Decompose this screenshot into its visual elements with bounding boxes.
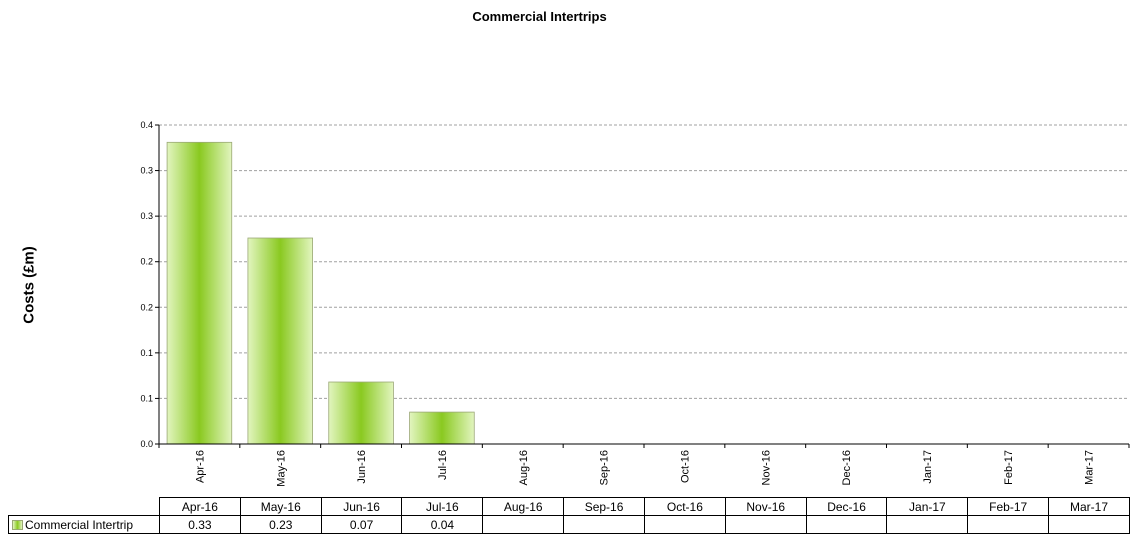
x-tick-label: Feb-17 (1003, 450, 1015, 485)
x-tick-label: Jan-17 (922, 450, 934, 484)
table-cell: 0.04 (401, 515, 484, 534)
x-tick-label: Dec-16 (841, 450, 853, 485)
legend-entry: Commercial Intertrip (25, 517, 134, 532)
x-tick-label: Apr-16 (194, 450, 206, 483)
chart-title: Commercial Intertrips (472, 9, 607, 24)
y-tick-label: 0.2 (140, 257, 153, 267)
table-corner (9, 498, 160, 516)
x-tick-label: May-16 (275, 450, 287, 487)
table-cell (805, 515, 888, 534)
y-tick-label: 0.0 (140, 439, 153, 449)
table-header-cell: Jan-17 (886, 497, 969, 516)
table-cell: 0.23 (239, 515, 322, 534)
data-table: Apr-16 May-16 Jun-16 Jul-16 Aug-16 Sep-16 Oct-… (8, 497, 1130, 534)
table-header-cell: Feb-17 (967, 497, 1050, 516)
table-header-cell: Aug-16 (482, 497, 565, 516)
bar-chart: 0.0 0.1 0.1 0.2 0.2 0.3 0.3 0.4 Apr-16 May-16 Jun-… (140, 120, 1130, 487)
table-cell (563, 515, 645, 534)
table-cell (643, 515, 726, 534)
bar (166, 141, 233, 445)
y-tick-label: 0.1 (140, 348, 153, 358)
bar (247, 237, 313, 445)
bar (409, 411, 475, 445)
x-tick-label: Jun-16 (356, 450, 368, 484)
table-cell (1048, 515, 1130, 534)
x-tick-label: Sep-16 (599, 450, 611, 485)
table-header-cell: Apr-16 (159, 497, 241, 516)
table-series-label: Commercial Intertrip (8, 515, 160, 534)
table-header-cell: Jul-16 (401, 497, 484, 516)
y-tick-label: 0.2 (140, 302, 153, 312)
x-tick-label: Jul-16 (437, 450, 449, 480)
bar (328, 381, 394, 445)
table-cell: 0.33 (159, 515, 241, 534)
table-row: Commercial Intertrip 0.33 0.23 0.07 0.04 (8, 515, 1130, 534)
x-tick-label: Mar-17 (1084, 450, 1096, 485)
y-tick-label: 0.4 (140, 120, 153, 130)
y-tick-label: 0.3 (140, 211, 153, 221)
x-tick-label: Aug-16 (518, 450, 530, 485)
table-header-cell: Jun-16 (320, 497, 403, 516)
table-cell (482, 515, 565, 534)
table-cell (967, 515, 1050, 534)
y-tick-label: 0.3 (140, 166, 153, 176)
table-header-cell: Sep-16 (563, 497, 645, 516)
table-header-cell: Oct-16 (643, 497, 726, 516)
legend-swatch (12, 519, 23, 530)
table-cell (886, 515, 969, 534)
table-header-cell: Nov-16 (724, 497, 807, 516)
table-header-row: Apr-16 May-16 Jun-16 Jul-16 Aug-16 Sep-16 Oct-… (9, 497, 1130, 516)
table-cell (724, 515, 807, 534)
table-cell: 0.07 (320, 515, 403, 534)
table-header-cell: May-16 (239, 497, 322, 516)
x-tick-label: Oct-16 (679, 450, 691, 483)
x-tick-label: Nov-16 (760, 450, 772, 485)
y-tick-label: 0.1 (140, 393, 153, 403)
table-header-cell: Dec-16 (805, 497, 888, 516)
table-header-cell: Mar-17 (1048, 497, 1130, 516)
